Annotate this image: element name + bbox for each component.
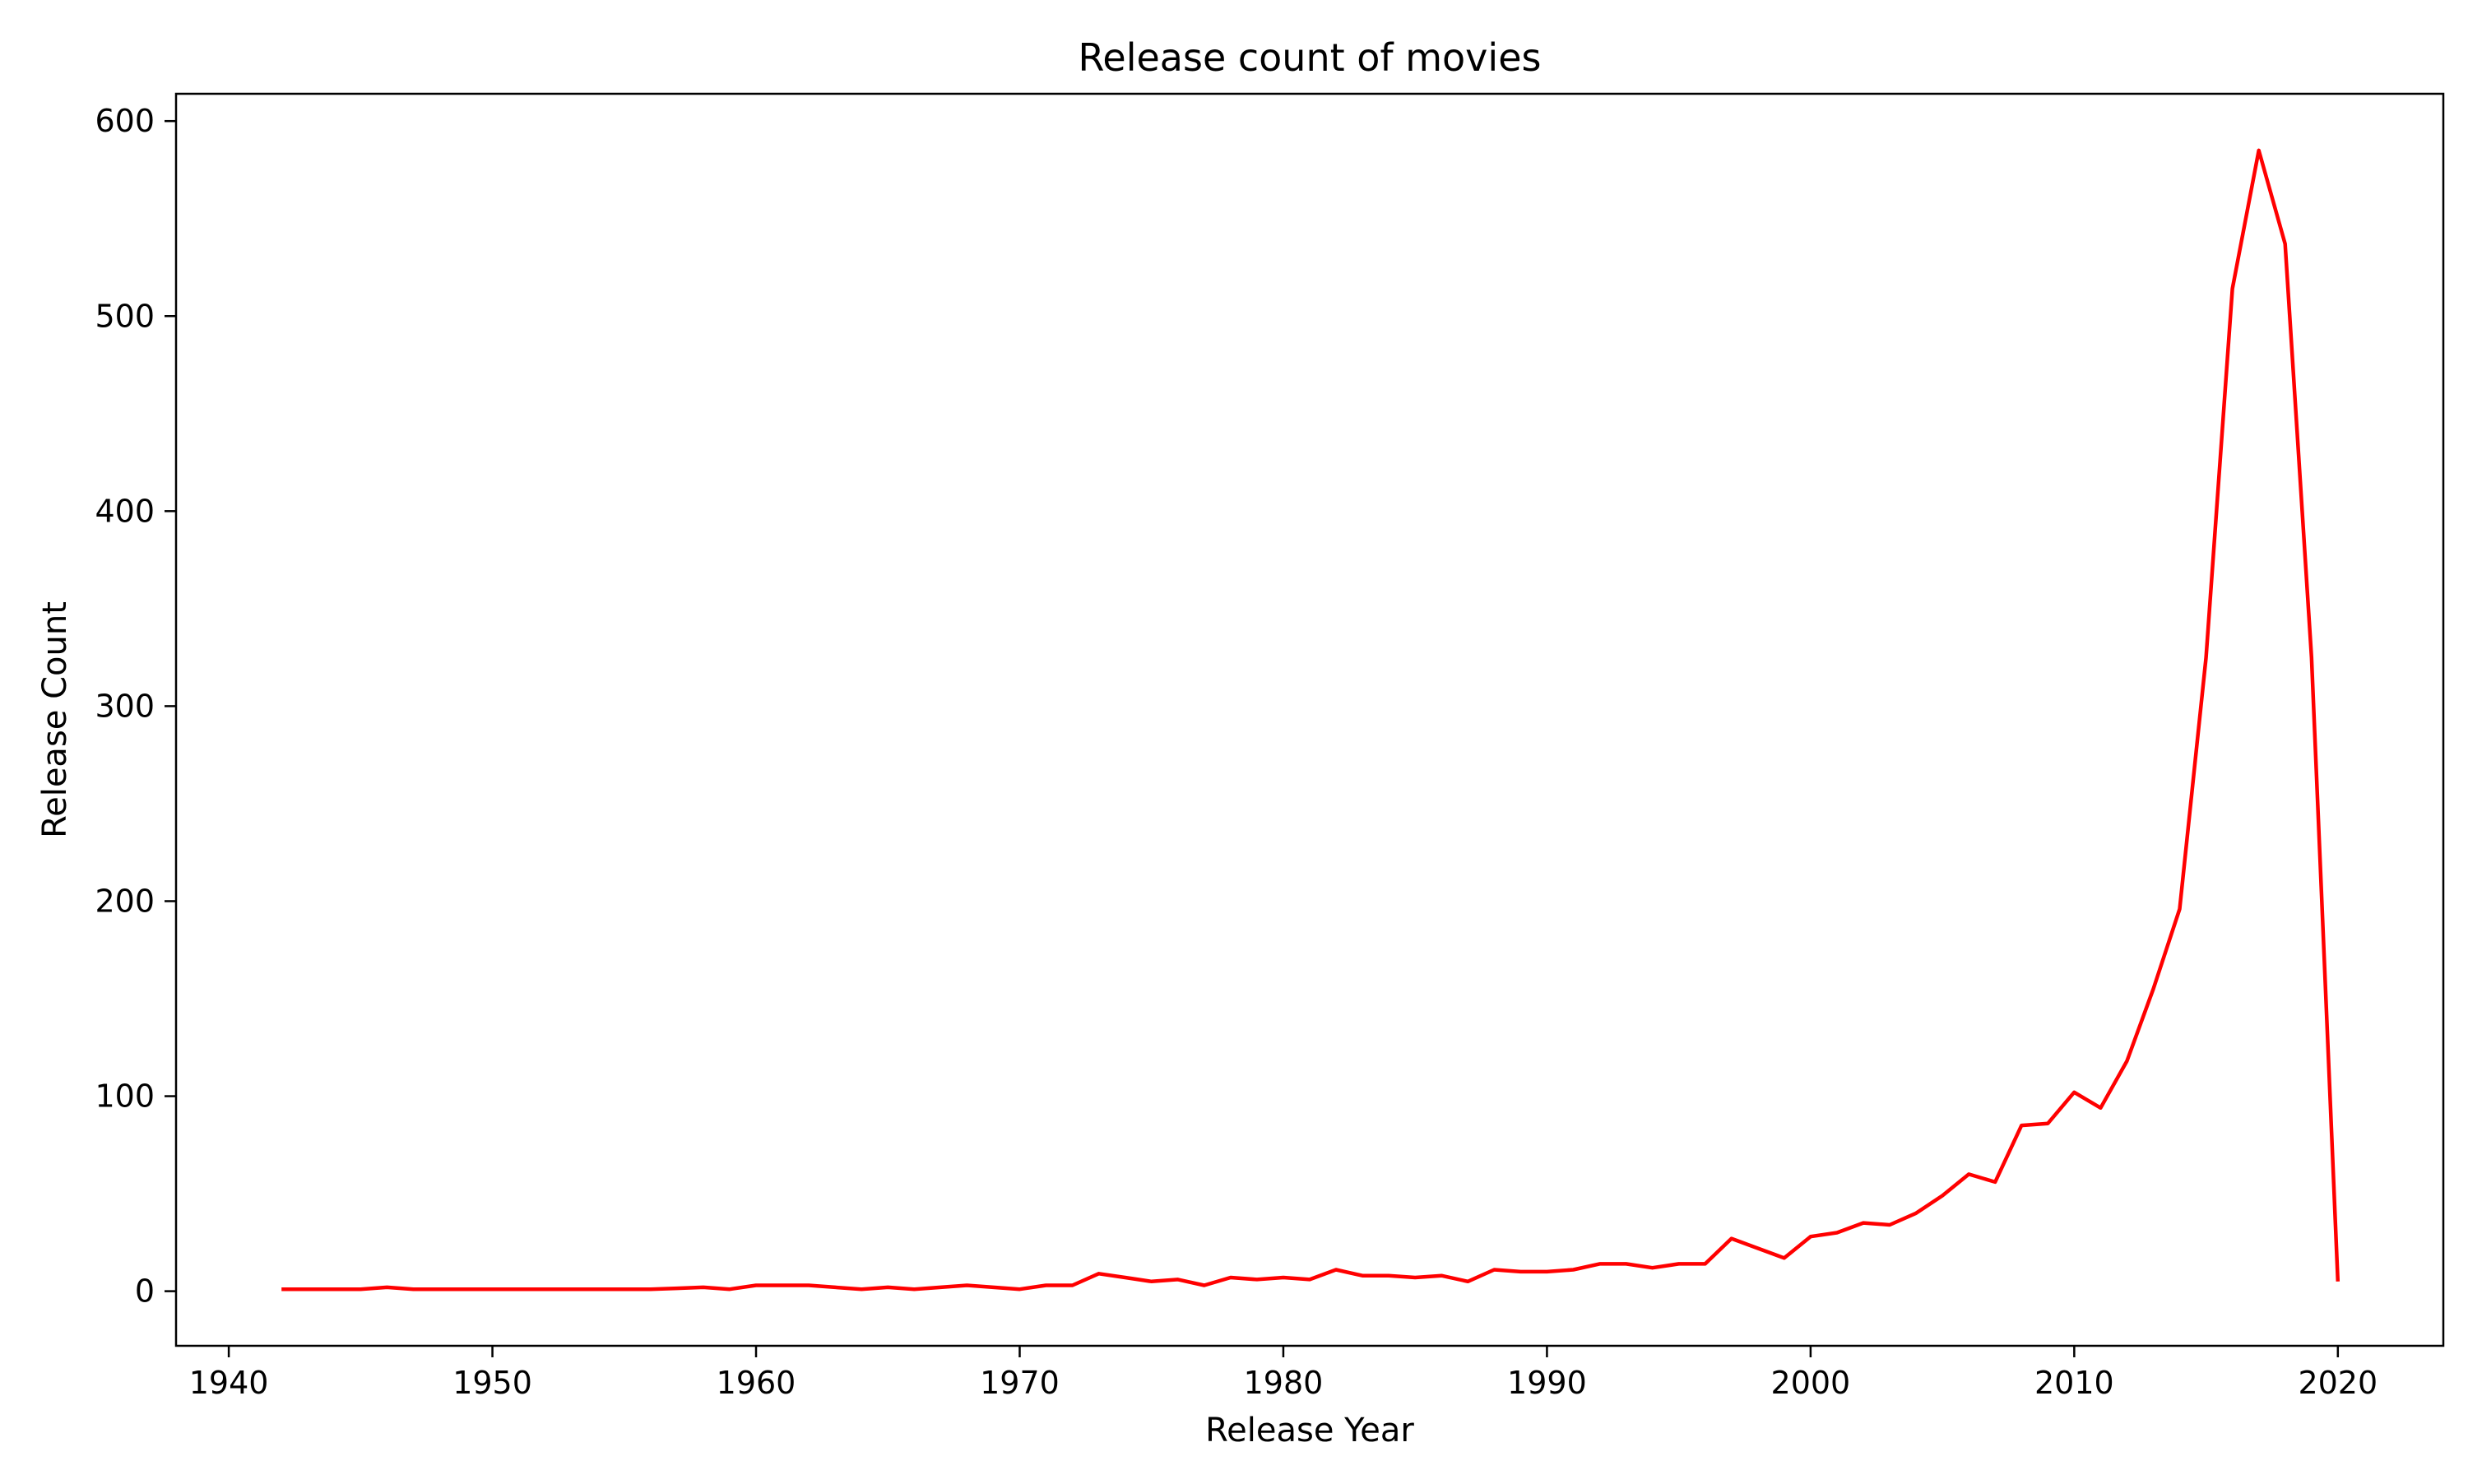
y-tick-label: 200: [95, 883, 155, 919]
x-axis-label: Release Year: [1205, 1412, 1414, 1449]
x-tick-label: 1990: [1507, 1365, 1587, 1401]
y-axis-label: Release Count: [36, 601, 74, 838]
x-tick-label: 1970: [980, 1365, 1060, 1401]
y-tick-label: 0: [135, 1273, 155, 1310]
x-tick-label: 1960: [717, 1365, 796, 1401]
y-tick-label: 300: [95, 688, 155, 724]
x-tick-label: 1940: [189, 1365, 269, 1401]
plot-area: [281, 148, 2340, 1292]
x-tick-label: 2000: [1771, 1365, 1851, 1401]
x-tick-label: 2010: [2034, 1365, 2114, 1401]
y-tick-label: 600: [95, 103, 155, 139]
plot-frame: [174, 92, 2445, 1347]
series-line: [281, 148, 2340, 1292]
y-tick-label: 400: [95, 493, 155, 529]
x-tick-label: 2020: [2298, 1365, 2378, 1401]
y-tick-label: 100: [95, 1078, 155, 1115]
chart-title: Release count of movies: [1079, 35, 1542, 80]
x-tick-label: 1950: [452, 1365, 532, 1401]
y-tick-label: 500: [95, 298, 155, 334]
x-tick-label: 1980: [1244, 1365, 1324, 1401]
axis-ticks: 1940 1950 1960 1970 1980 1990 2000 2010 2020 0 100…: [95, 103, 2378, 1401]
